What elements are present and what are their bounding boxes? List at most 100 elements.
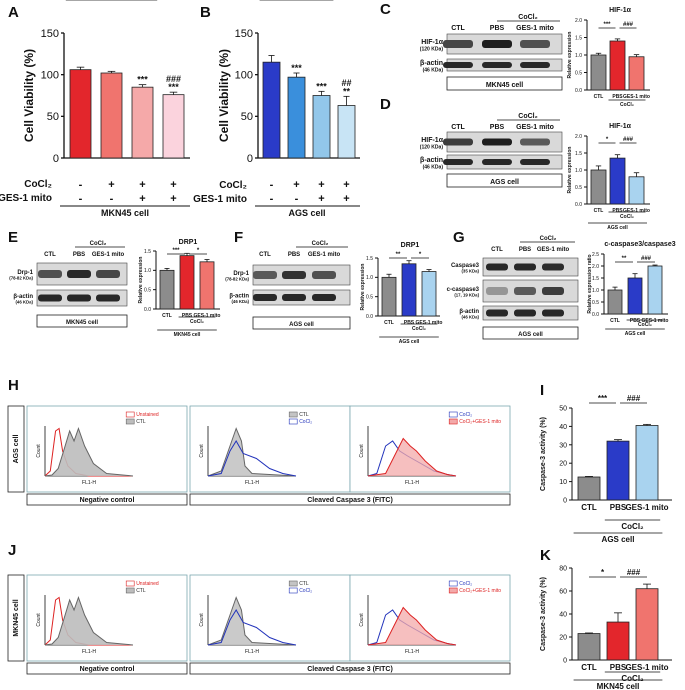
significance-mark: **	[622, 256, 627, 262]
histogram-curve	[207, 596, 297, 646]
blot-band	[443, 138, 473, 146]
condition-mark: +	[139, 193, 145, 205]
blot-lane-label: PBS	[490, 25, 505, 32]
band-name: HIF-1α	[421, 39, 444, 46]
blot-band	[520, 138, 550, 146]
flow-x-label: FL1-H	[245, 480, 259, 486]
bar	[635, 588, 659, 661]
y-axis-label: Relative expression	[567, 147, 573, 194]
y-tick-label: 60	[559, 588, 567, 595]
y-axis-label: Relative expression	[360, 264, 366, 311]
category-label: CTL	[594, 208, 604, 214]
y-tick-label: 0.0	[144, 307, 151, 313]
blot-band	[520, 62, 550, 68]
y-tick-label: 0.0	[575, 202, 582, 208]
chart-title: c-caspase3/caspase3	[604, 241, 675, 248]
blot-band	[482, 40, 512, 48]
legend-label: CoCl₂	[459, 581, 472, 587]
histogram-curve	[207, 427, 297, 477]
blot-footer-box	[36, 314, 128, 328]
blot-band	[96, 270, 120, 278]
condition-mark: +	[108, 179, 114, 191]
blot-band	[514, 263, 536, 271]
condition-mark: -	[79, 179, 83, 191]
footer-label: AGS cell	[278, 0, 315, 2]
flow-x-label: FL1-H	[82, 649, 96, 655]
significance-mark: ***	[168, 82, 179, 92]
bar	[590, 169, 607, 205]
band-size: (78-82 KDa)	[9, 275, 33, 280]
blot-footer: AGS cell	[289, 322, 314, 328]
blot-band	[443, 40, 473, 48]
category-label: CTL	[594, 94, 604, 100]
significance-mark: ###	[627, 394, 641, 403]
y-axis-label: Caspase-3 activity (%)	[540, 417, 547, 491]
side-label: MKN45 cell	[13, 599, 20, 636]
y-tick-label: 50	[241, 111, 253, 123]
flow-footer-label: Negative control	[80, 497, 135, 504]
group-label: CoCl₂	[620, 214, 634, 220]
band-name: c-caspase3	[447, 287, 480, 293]
y-tick-label: 40	[559, 424, 567, 431]
legend-swatch	[288, 587, 298, 594]
category-label: GES-1 mito	[623, 208, 650, 214]
blot-group-label: CoCl₂	[518, 14, 537, 21]
panel-letter-J: J	[8, 542, 16, 559]
bar	[100, 72, 123, 159]
band-size: (46 KDa)	[423, 67, 444, 73]
band-size: (46 KDa)	[462, 314, 480, 319]
y-tick-label: 100	[41, 70, 59, 82]
chart-title: DRP1	[179, 239, 198, 246]
y-tick-label: 0	[247, 153, 253, 165]
y-tick-label: 0.0	[592, 312, 599, 318]
significance-mark: ***	[172, 248, 180, 254]
footer-label: AGS cell	[607, 225, 628, 231]
bar	[162, 94, 185, 159]
panel-letter-K: K	[540, 547, 551, 564]
blot-band	[312, 271, 336, 279]
flow-footer-box	[189, 493, 511, 506]
blot-band	[443, 159, 473, 165]
chart-title: DRP1	[401, 242, 420, 249]
y-tick-label: 1.5	[592, 276, 599, 282]
histogram-curve	[44, 426, 134, 477]
y-tick-label: 2.5	[592, 252, 599, 258]
significance-mark: ###	[627, 568, 641, 577]
flow-x-label: FL1-H	[82, 480, 96, 486]
legend-swatch	[288, 580, 298, 587]
blot-footer-box	[482, 326, 579, 340]
condition-row-label: GES-1 mito	[193, 194, 247, 205]
y-tick-label: 20	[559, 461, 567, 468]
group-label: CoCl₂	[620, 102, 634, 108]
footer-label: AGS cell	[288, 208, 325, 218]
y-tick-label: 1.0	[575, 168, 582, 174]
flow-frame	[189, 574, 351, 662]
significance-mark: **	[343, 86, 351, 96]
y-tick-label: 0	[53, 153, 59, 165]
blot-footer: MKN45 cell	[486, 82, 523, 89]
bar	[577, 476, 601, 501]
y-tick-label: 0	[563, 497, 567, 504]
flow-frame	[349, 574, 511, 662]
condition-mark: +	[343, 193, 349, 205]
y-tick-label: 2.0	[575, 18, 582, 24]
legend-swatch	[125, 587, 135, 594]
category-label: GES-1 mito	[416, 320, 443, 326]
y-axis-label: Caspase-3 activity (%)	[540, 577, 547, 651]
category-label: CTL	[610, 318, 620, 324]
y-tick-label: 50	[47, 111, 59, 123]
blot-band	[67, 294, 91, 302]
panel-letter-G: G	[453, 229, 465, 246]
panel-letter-E: E	[8, 229, 18, 246]
panel-letter-F: F	[234, 229, 243, 246]
y-tick-label: 10	[559, 479, 567, 486]
blot-band	[253, 294, 277, 301]
flow-frame	[26, 574, 188, 662]
y-tick-label: 0.0	[366, 314, 373, 320]
group-label: CoCl₂	[638, 322, 652, 328]
blot-group-label: CoCl₂	[540, 236, 557, 242]
panel-letter-I: I	[540, 382, 544, 399]
condition-mark: -	[270, 179, 274, 191]
condition-mark: -	[295, 193, 299, 205]
bar	[607, 289, 623, 315]
